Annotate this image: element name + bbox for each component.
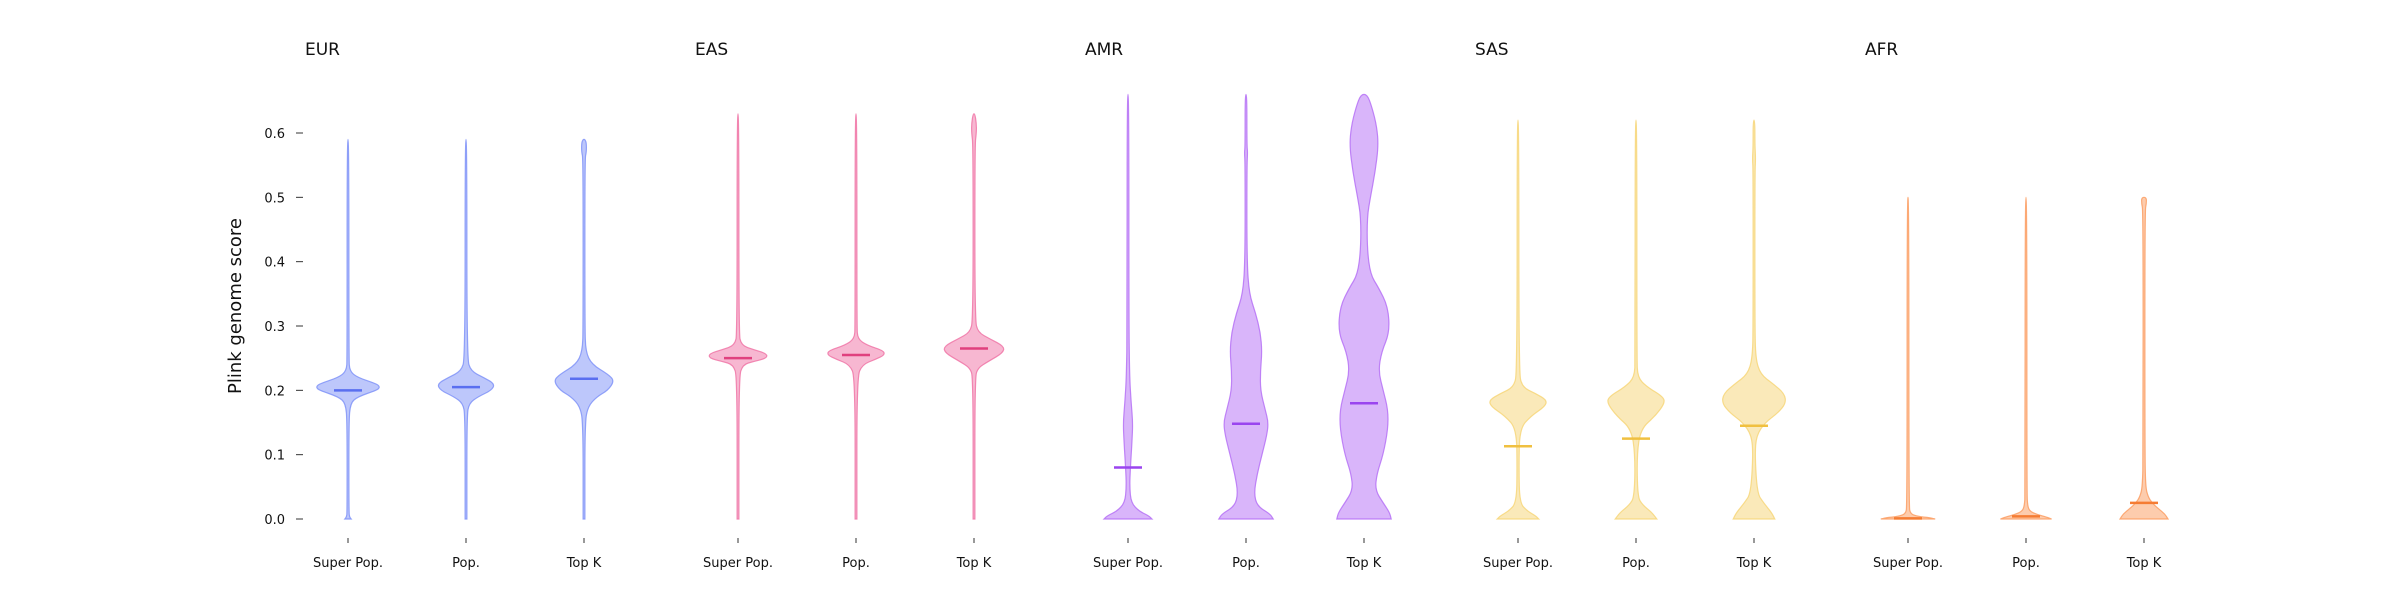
x-tick-label: Pop. bbox=[1622, 556, 1650, 571]
panel-title: AFR bbox=[1865, 40, 1898, 60]
x-tick-label: Top K bbox=[566, 556, 602, 571]
violin-sas-2 bbox=[1722, 119, 1786, 520]
violin-eas-0 bbox=[708, 113, 768, 520]
x-tick-label: Super Pop. bbox=[703, 556, 773, 571]
violin-eur-1 bbox=[437, 138, 495, 520]
panel-title: SAS bbox=[1475, 40, 1509, 60]
x-tick-label: Top K bbox=[956, 556, 992, 571]
panel-afr: AFR Super Pop. Pop. Top K bbox=[1865, 40, 2170, 571]
violin-amr-1 bbox=[1217, 93, 1275, 520]
panel-amr: AMR Super Pop. Pop. Top K bbox=[1085, 40, 1392, 571]
violin-eur-2 bbox=[554, 138, 614, 520]
x-tick-label: Pop. bbox=[2012, 556, 2040, 571]
violin-sas-1 bbox=[1607, 119, 1665, 520]
panel-title: EUR bbox=[305, 40, 340, 60]
x-tick-label: Super Pop. bbox=[1483, 556, 1553, 571]
panel-eur: EUR Super Pop. Pop. Top K bbox=[305, 40, 614, 571]
x-tick-label: Top K bbox=[2126, 556, 2162, 571]
x-tick-label: Pop. bbox=[452, 556, 480, 571]
violin-amr-2 bbox=[1336, 93, 1392, 520]
panel-sas: SAS Super Pop. Pop. Top K bbox=[1475, 40, 1786, 571]
x-tick-label: Top K bbox=[1346, 556, 1382, 571]
y-tick-label: 0.1 bbox=[264, 449, 285, 464]
x-tick-label: Pop. bbox=[842, 556, 870, 571]
x-tick-label: Super Pop. bbox=[1093, 556, 1163, 571]
x-tick-label: Super Pop. bbox=[1873, 556, 1943, 571]
y-tick-label: 0.2 bbox=[264, 384, 285, 399]
violin-eas-1 bbox=[827, 113, 885, 520]
violin-amr-0 bbox=[1102, 93, 1154, 520]
x-tick-label: Top K bbox=[1736, 556, 1772, 571]
violin-eas-2 bbox=[943, 113, 1005, 520]
violin-afr-1 bbox=[2000, 196, 2052, 520]
violin-afr-2 bbox=[2118, 196, 2170, 520]
panels: EUR Super Pop. Pop. Top K EAS Super Pop. Pop. T… bbox=[305, 40, 2170, 571]
y-tick-label: 0.0 bbox=[264, 513, 285, 528]
violin-afr-0 bbox=[1880, 196, 1936, 520]
y-tick-label: 0.3 bbox=[264, 320, 285, 335]
panel-eas: EAS Super Pop. Pop. Top K bbox=[695, 40, 1005, 571]
y-axis: 0.0 0.1 0.2 0.3 0.4 0.5 0.6 bbox=[264, 127, 303, 528]
violin-sas-0 bbox=[1489, 119, 1547, 520]
y-tick-label: 0.5 bbox=[264, 191, 285, 206]
panel-title: EAS bbox=[695, 40, 728, 60]
panel-title: AMR bbox=[1085, 40, 1123, 60]
x-tick-label: Super Pop. bbox=[313, 556, 383, 571]
x-tick-label: Pop. bbox=[1232, 556, 1260, 571]
y-tick-label: 0.6 bbox=[264, 127, 285, 142]
violin-eur-0 bbox=[316, 138, 380, 520]
y-axis-label: Plink genome score bbox=[225, 218, 246, 394]
y-tick-label: 0.4 bbox=[264, 256, 285, 271]
